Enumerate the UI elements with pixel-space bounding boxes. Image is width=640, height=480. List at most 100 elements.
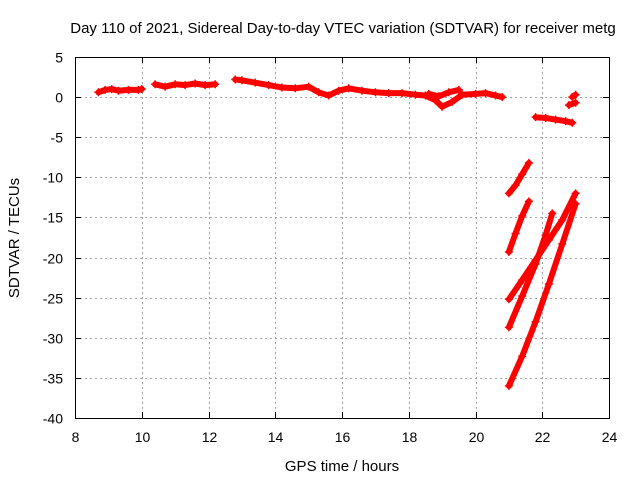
data-point — [424, 89, 433, 98]
data-point — [94, 88, 103, 97]
x-axis-label: GPS time / hours — [285, 458, 399, 475]
grid — [75, 57, 609, 418]
data-point — [561, 117, 570, 126]
data-point — [571, 98, 580, 107]
data-point — [191, 79, 200, 88]
y-tick-label: 0 — [55, 90, 63, 106]
data-point — [231, 75, 240, 84]
x-tick-label: 14 — [268, 429, 284, 445]
data-point — [571, 90, 580, 99]
data-point — [107, 85, 116, 94]
data-point — [511, 229, 520, 238]
data-point — [558, 239, 567, 248]
x-tick-label: 8 — [72, 429, 80, 445]
data-track — [505, 200, 579, 389]
data-point — [434, 92, 443, 101]
data-point — [264, 81, 273, 90]
data-point — [558, 215, 567, 224]
data-point — [504, 323, 513, 332]
data-point — [541, 231, 550, 240]
x-tick-label: 20 — [469, 429, 485, 445]
data-track — [425, 86, 462, 100]
data-points — [94, 75, 580, 390]
data-point — [491, 91, 500, 100]
data-point — [124, 85, 133, 94]
data-point — [568, 118, 577, 127]
data-point — [237, 76, 246, 85]
chart-title: Day 110 of 2021, Sidereal Day-to-day VTE… — [70, 20, 616, 37]
data-point — [384, 89, 393, 98]
data-point — [371, 88, 380, 97]
data-point — [511, 181, 520, 190]
y-tick-label: 5 — [55, 50, 63, 66]
data-point — [458, 90, 467, 99]
y-tick-label: -15 — [43, 210, 63, 226]
x-tick-label: 24 — [602, 429, 618, 445]
data-point — [551, 115, 560, 124]
data-point — [518, 352, 527, 361]
data-point — [211, 80, 220, 89]
x-tick-label: 10 — [135, 429, 151, 445]
data-point — [524, 197, 533, 206]
data-point — [277, 83, 286, 92]
data-point — [504, 189, 513, 198]
y-tick-label: -20 — [43, 251, 63, 267]
data-point — [548, 209, 557, 218]
data-point — [201, 81, 210, 90]
data-point — [518, 276, 527, 285]
x-tick-label: 16 — [335, 429, 351, 445]
y-tick-label: -35 — [43, 371, 63, 387]
y-tick-label: -30 — [43, 331, 63, 347]
data-point — [334, 86, 343, 95]
data-point — [151, 80, 160, 89]
data-point — [524, 158, 533, 167]
axis-ticks: 8 10 12 14 16 18 20 22 24 5 0 -5 -10 -15 -20 -25 -30 -35 -… — [43, 50, 618, 446]
data-point — [518, 170, 527, 179]
data-point — [291, 84, 300, 93]
data-point — [531, 259, 540, 268]
y-tick-label: -25 — [43, 291, 63, 307]
data-point — [411, 90, 420, 99]
data-point — [564, 101, 573, 110]
data-point — [171, 80, 180, 89]
data-point — [398, 89, 407, 98]
data-point — [181, 81, 190, 90]
data-point — [251, 78, 260, 87]
data-point — [438, 102, 447, 111]
data-point — [504, 381, 513, 390]
x-tick-label: 22 — [535, 429, 551, 445]
data-point — [481, 89, 490, 98]
data-point — [571, 189, 580, 198]
data-point — [114, 86, 123, 95]
data-point — [571, 199, 580, 208]
data-point — [531, 113, 540, 122]
data-point — [314, 88, 323, 97]
data-point — [324, 91, 333, 100]
data-point — [358, 86, 367, 95]
y-tick-label: -5 — [51, 130, 64, 146]
data-point — [137, 85, 146, 94]
data-point — [101, 85, 110, 94]
data-point — [531, 317, 540, 326]
y-tick-label: -10 — [43, 170, 63, 186]
data-point — [498, 93, 507, 102]
data-point — [304, 82, 313, 91]
data-point — [444, 88, 453, 97]
data-point — [504, 247, 513, 256]
data-point — [161, 82, 170, 91]
y-tick-label: -40 — [43, 411, 63, 427]
x-tick-label: 18 — [402, 429, 418, 445]
y-axis-label: SDTVAR / TECUs — [6, 178, 23, 298]
data-point — [344, 84, 353, 93]
data-point — [518, 292, 527, 301]
data-point — [544, 280, 553, 289]
data-point — [541, 113, 550, 122]
data-track — [505, 159, 532, 197]
data-point — [471, 89, 480, 98]
data-point — [518, 211, 527, 220]
data-point — [454, 85, 463, 94]
data-track — [505, 198, 532, 255]
x-tick-label: 12 — [202, 429, 218, 445]
data-point — [504, 295, 513, 304]
